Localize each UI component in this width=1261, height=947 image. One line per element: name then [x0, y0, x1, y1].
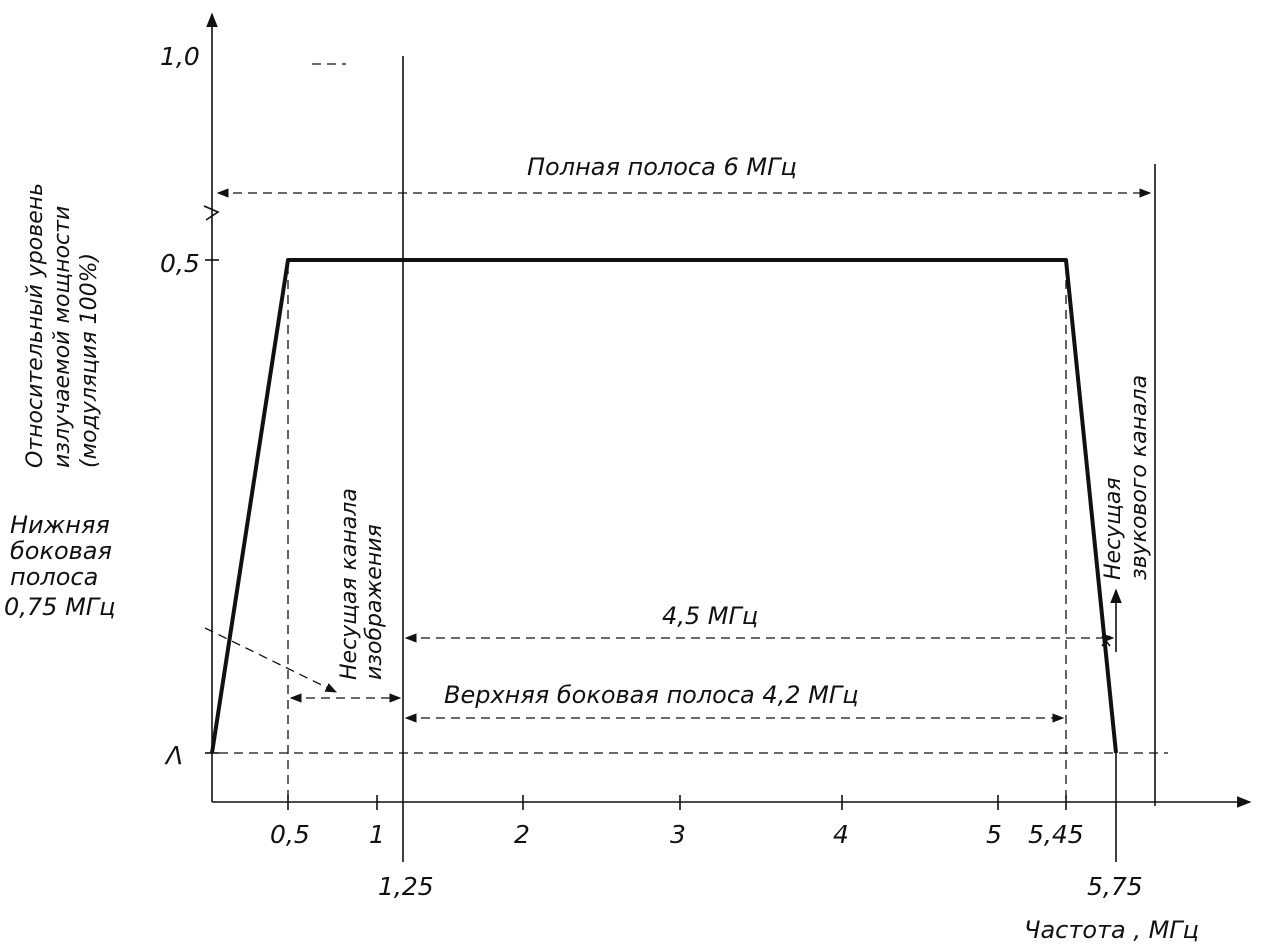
svg-text:изображения: изображения	[362, 524, 387, 680]
svg-text:0,75 МГц: 0,75 МГц	[4, 593, 115, 621]
y-tick-label-0-5: 0,5	[160, 249, 200, 278]
x-tick-label-5-45: 5,45	[1028, 820, 1084, 849]
x-axis-label: Частота , МГц	[1024, 916, 1199, 944]
spectrum-curve	[210, 258, 1118, 754]
lower-sideband-leader	[204, 627, 338, 693]
x-tick-label-1-25: 1,25	[378, 872, 434, 901]
x-tick-label-0-5: 0,5	[270, 820, 310, 849]
sound-carrier-label: Несущая звукового канала	[1101, 375, 1152, 580]
x-tick-label-5-75: 5,75	[1087, 872, 1143, 901]
x-tick-label-2: 2	[514, 820, 530, 849]
x-tick-label-1: 1	[369, 820, 385, 849]
picture-carrier-label: Несущая канала изображения	[337, 488, 387, 680]
svg-text:боковая: боковая	[10, 537, 112, 565]
upper-sideband-label: Верхняя боковая полоса 4,2 МГц	[444, 681, 859, 709]
y-axis-label-line-3: (модуляция 100%)	[77, 253, 102, 468]
axis-break-mark	[203, 205, 220, 221]
svg-text:полоса: полоса	[10, 563, 98, 591]
spacing-4-5-label: 4,5 МГц	[662, 602, 758, 630]
x-tick-label-4: 4	[833, 820, 849, 849]
svg-text:звукового канала: звукового канала	[1127, 375, 1152, 580]
y-tick-label-1-0: 1,0	[160, 42, 200, 71]
y-axis-label-line-1: Относительный уровень	[23, 183, 48, 468]
svg-text:Несущая канала: Несущая канала	[337, 488, 362, 680]
full-band-label: Полная полоса 6 МГц	[527, 153, 797, 181]
x-tick-label-3: 3	[670, 820, 686, 849]
y-axis-label: Относительный уровень излучаемой мощност…	[23, 183, 102, 468]
y-tick-label-zero: Λ	[164, 741, 183, 770]
lower-sideband-label: Нижняя боковая полоса 0,75 МГц	[4, 511, 115, 621]
x-tick-label-5: 5	[986, 820, 1002, 849]
svg-text:Нижняя: Нижняя	[10, 511, 110, 539]
svg-text:Несущая: Несущая	[1101, 477, 1126, 580]
y-axis-label-line-2: излучаемой мощности	[50, 206, 75, 468]
